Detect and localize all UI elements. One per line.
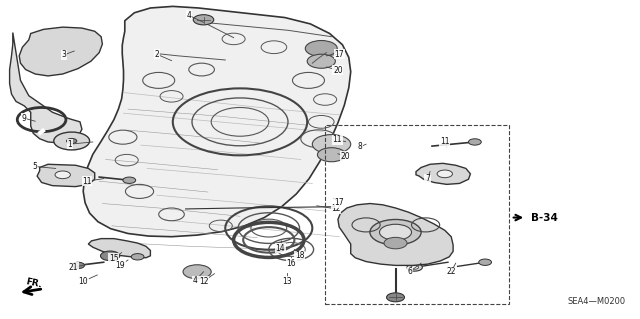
Circle shape [317,148,346,162]
Circle shape [55,171,70,179]
Circle shape [183,265,211,279]
Text: 11: 11 [440,137,449,146]
Text: 4: 4 [193,276,198,285]
Polygon shape [10,33,82,143]
Text: SEA4—M0200: SEA4—M0200 [568,297,626,306]
Text: 20: 20 [333,66,343,75]
Text: 15: 15 [109,254,119,263]
Text: B-34: B-34 [531,212,558,223]
Circle shape [67,138,77,144]
Text: 10: 10 [78,277,88,286]
Circle shape [131,254,144,260]
Bar [325,125,509,304]
Circle shape [387,293,404,302]
Circle shape [380,224,412,240]
Text: 2: 2 [154,50,159,59]
Polygon shape [416,163,470,184]
Text: 9: 9 [21,114,26,122]
Circle shape [307,54,335,68]
Polygon shape [83,6,351,237]
Text: 21: 21 [69,263,78,272]
Text: 13: 13 [282,277,292,286]
Text: 17: 17 [334,198,344,207]
Text: 8: 8 [358,142,363,151]
Text: 12: 12 [332,204,340,213]
Polygon shape [338,204,453,265]
Text: FR.: FR. [24,278,42,290]
Circle shape [54,132,90,150]
Circle shape [479,259,492,265]
Text: 7: 7 [425,174,430,183]
Circle shape [193,15,214,25]
Text: 17: 17 [334,50,344,59]
Text: 11: 11 [333,135,342,144]
Circle shape [411,265,419,269]
Text: 3: 3 [61,50,67,59]
Circle shape [100,251,120,261]
Circle shape [123,177,136,183]
Text: 4: 4 [186,11,191,20]
Text: 18: 18 [295,251,304,260]
Circle shape [437,170,452,178]
Text: 14: 14 [275,244,285,253]
Circle shape [468,139,481,145]
Text: 1: 1 [67,140,72,149]
Text: 6: 6 [407,267,412,276]
Circle shape [370,219,421,245]
Circle shape [72,262,84,269]
Polygon shape [19,27,102,76]
Text: 11: 11 [83,177,92,186]
Circle shape [384,237,407,249]
Polygon shape [88,239,150,258]
Text: 20: 20 [340,152,351,161]
Text: 16: 16 [286,259,296,268]
Polygon shape [37,164,95,187]
Text: 12: 12 [199,277,208,286]
Text: 22: 22 [447,267,456,276]
Circle shape [407,263,422,271]
Text: 19: 19 [115,261,125,270]
Circle shape [305,41,337,56]
Circle shape [312,135,351,154]
Text: 5: 5 [33,162,38,171]
